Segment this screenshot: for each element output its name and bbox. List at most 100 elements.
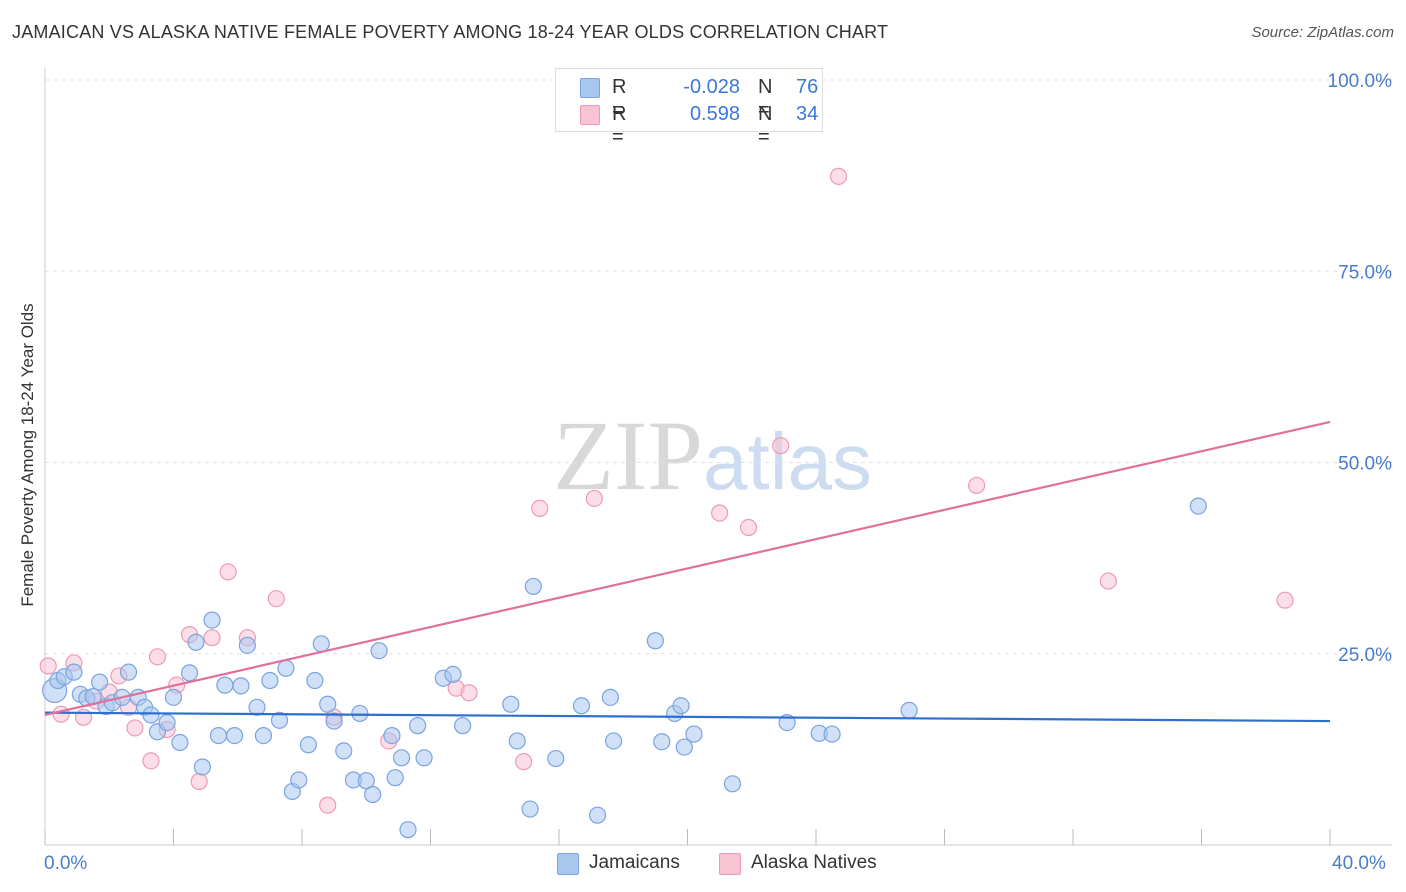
alaska-natives-point bbox=[460, 684, 478, 702]
alaska-natives-point bbox=[267, 590, 285, 608]
alaska-natives-point bbox=[829, 167, 848, 185]
jamaicans-point bbox=[306, 671, 324, 690]
alaska-natives-trend-line bbox=[44, 420, 1331, 717]
bottom-legend-swatch-jamaicans bbox=[557, 853, 579, 875]
jamaicans-point bbox=[370, 642, 388, 660]
jamaicans-trend-line bbox=[44, 711, 1331, 723]
stats-legend: R = -0.028 N = 76 R = 0.598 N = 34 bbox=[555, 68, 823, 148]
jamaicans-point bbox=[193, 758, 212, 776]
alaska-natives-point bbox=[74, 708, 93, 726]
jamaicans-point bbox=[672, 697, 690, 715]
jamaicans-point bbox=[209, 727, 228, 745]
jamaicans-point bbox=[91, 673, 109, 691]
alaska-natives-point bbox=[968, 476, 986, 495]
jamaicans-point bbox=[335, 742, 353, 760]
jamaicans-point bbox=[646, 632, 664, 650]
legend-n-value: 34 bbox=[796, 103, 819, 125]
jamaicans-point bbox=[572, 697, 591, 715]
jamaicans-point bbox=[588, 806, 607, 824]
jamaicans-point bbox=[277, 659, 295, 677]
y-tick-label: 100.0% bbox=[1328, 71, 1393, 92]
jamaicans-point bbox=[319, 695, 337, 713]
alaska-natives-point bbox=[190, 772, 208, 791]
jamaicans-points bbox=[42, 497, 1207, 839]
gridlines bbox=[45, 79, 1392, 655]
x-tick-label-max: 40.0% bbox=[1332, 853, 1386, 874]
jamaicans-point bbox=[158, 713, 176, 732]
jamaicans-point bbox=[232, 677, 250, 695]
jamaicans-point bbox=[900, 701, 918, 719]
jamaicans-point bbox=[357, 772, 375, 790]
jamaicans-point bbox=[325, 712, 343, 730]
alaska-natives-point bbox=[148, 648, 167, 666]
alaska-natives-point bbox=[711, 504, 729, 522]
alaska-natives-point bbox=[319, 796, 337, 814]
legend-n-label: N = bbox=[758, 103, 773, 148]
jamaicans-point bbox=[261, 671, 279, 690]
alaska-natives-point bbox=[142, 752, 160, 770]
x-tick-label-min: 0.0% bbox=[44, 853, 88, 874]
y-tick-label: 25.0% bbox=[1338, 645, 1392, 666]
jamaicans-point bbox=[415, 749, 433, 767]
bottom-legend-label: Alaska Natives bbox=[751, 852, 877, 873]
watermark-atlas: atlas bbox=[703, 417, 872, 506]
jamaicans-point bbox=[238, 636, 256, 654]
jamaicans-point bbox=[290, 771, 308, 789]
jamaicans-point bbox=[187, 633, 205, 651]
bottom-legend-label: Jamaicans bbox=[589, 852, 680, 873]
legend-r-value: -0.028 bbox=[683, 76, 740, 98]
alaska-natives-point bbox=[515, 753, 533, 771]
jamaicans-point bbox=[508, 732, 526, 750]
legend-n-label: N = bbox=[758, 76, 773, 121]
alaska-natives-point bbox=[126, 719, 144, 737]
legend-r-label: R = bbox=[612, 76, 627, 121]
jamaicans-point bbox=[392, 749, 411, 767]
jamaicans-point bbox=[216, 676, 234, 694]
alaska-natives-point bbox=[739, 518, 758, 537]
bottom-legend-swatch-alaska-natives bbox=[719, 853, 741, 875]
jamaicans-point bbox=[454, 717, 472, 735]
jamaicans-point bbox=[225, 727, 244, 745]
jamaicans-point bbox=[119, 663, 138, 681]
jamaicans-point bbox=[164, 688, 183, 706]
jamaicans-point bbox=[180, 664, 199, 682]
jamaicans-point bbox=[502, 695, 520, 713]
jamaicans-point bbox=[823, 725, 841, 743]
alaska-natives-point bbox=[772, 437, 790, 455]
jamaicans-point bbox=[383, 727, 401, 745]
jamaicans-point bbox=[65, 663, 83, 681]
alaska-natives-point bbox=[1099, 572, 1117, 590]
alaska-natives-point bbox=[39, 657, 57, 675]
jamaicans-point bbox=[386, 769, 404, 787]
legend-r-label: R = bbox=[612, 103, 627, 148]
jamaicans-point bbox=[601, 688, 620, 706]
alaska-natives-point bbox=[1276, 591, 1294, 609]
jamaicans-point bbox=[399, 821, 417, 839]
y-tick-labels: 25.0% 50.0% 75.0% 100.0% bbox=[1328, 71, 1393, 666]
jamaicans-point bbox=[521, 800, 539, 818]
jamaicans-point bbox=[524, 577, 542, 596]
watermark: ZIPatlas bbox=[553, 398, 872, 513]
jamaicans-point bbox=[270, 711, 289, 729]
jamaicans-point bbox=[364, 785, 382, 804]
jamaicans-point bbox=[723, 775, 742, 793]
jamaicans-point bbox=[203, 611, 221, 629]
alaska-natives-point bbox=[219, 563, 237, 581]
source-label: Source: ZipAtlas.com bbox=[1251, 24, 1394, 41]
jamaicans-point bbox=[351, 704, 369, 723]
jamaicans-point bbox=[675, 738, 693, 756]
jamaicans-point bbox=[171, 733, 189, 752]
jamaicans-point bbox=[1189, 497, 1207, 515]
alaska-natives-point bbox=[203, 629, 221, 647]
alaska-natives-point bbox=[52, 705, 70, 723]
legend-n-value: 76 bbox=[796, 76, 819, 98]
legend-swatch-jamaicans bbox=[580, 78, 600, 98]
y-tick-label: 75.0% bbox=[1338, 262, 1392, 283]
legend-r-value: 0.598 bbox=[689, 103, 740, 125]
jamaicans-point bbox=[444, 665, 462, 684]
axes bbox=[44, 68, 1392, 846]
jamaicans-point bbox=[254, 727, 273, 745]
jamaicans-point bbox=[547, 749, 565, 768]
watermark-zip: ZIP bbox=[553, 400, 703, 511]
